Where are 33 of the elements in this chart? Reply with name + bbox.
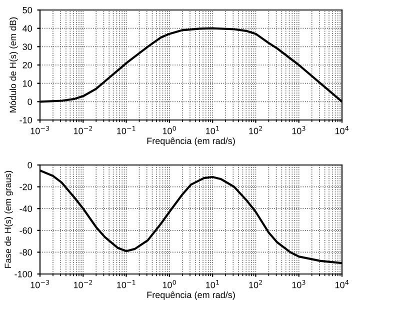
y-tick-label: -10	[20, 116, 32, 124]
y-axis-title: Módulo de H(s) (em dB)	[9, 17, 18, 112]
x-tick-label: 10$^{−2}$	[74, 280, 92, 288]
x-axis-title: Frequência (em rad/s)	[147, 137, 235, 146]
y-tick-label: -80	[20, 249, 32, 256]
x-tick-label: 10$^{−2}$	[74, 126, 92, 134]
y-tick-label: 0	[28, 162, 32, 168]
y-tick-label: -100	[14, 270, 32, 278]
x-tick-label: 10$^{0}$	[162, 280, 176, 288]
x-tick-label: 10$^{−1}$	[117, 280, 136, 288]
y-tick-label: 20	[22, 62, 32, 68]
x-tick-label: 10$^{−3}$	[30, 280, 50, 288]
x-tick-label: 10$^{2}$	[249, 280, 262, 288]
x-tick-label: 10$^{0}$	[162, 126, 176, 134]
x-tick-label: 10$^{4}$	[335, 126, 349, 134]
y-tick-label: 30	[22, 44, 32, 50]
x-tick-label: 10$^{3}$	[292, 126, 306, 134]
y-tick-label: -60	[20, 227, 32, 234]
y-tick-label: -20	[20, 184, 32, 190]
y-tick-label: 0	[28, 98, 32, 106]
x-tick-label: 10$^{1}$	[206, 280, 219, 288]
x-tick-label: 10$^{2}$	[249, 126, 262, 134]
y-tick-label: -40	[20, 206, 32, 212]
x-axis-title: Frequência (em rad/s)	[147, 291, 235, 300]
y-tick-label: 50	[22, 6, 32, 14]
y-tick-label: 10	[23, 80, 32, 87]
x-tick-label: 10$^{−1}$	[117, 126, 136, 134]
y-tick-label: 40	[22, 25, 32, 32]
x-tick-label: 10$^{1}$	[206, 126, 219, 134]
y-axis-title: Fase de H(s) (em graus)	[4, 170, 13, 268]
x-tick-label: 10$^{−3}$	[30, 126, 50, 134]
x-tick-label: 10$^{4}$	[335, 280, 349, 288]
x-tick-label: 10$^{3}$	[292, 280, 306, 288]
